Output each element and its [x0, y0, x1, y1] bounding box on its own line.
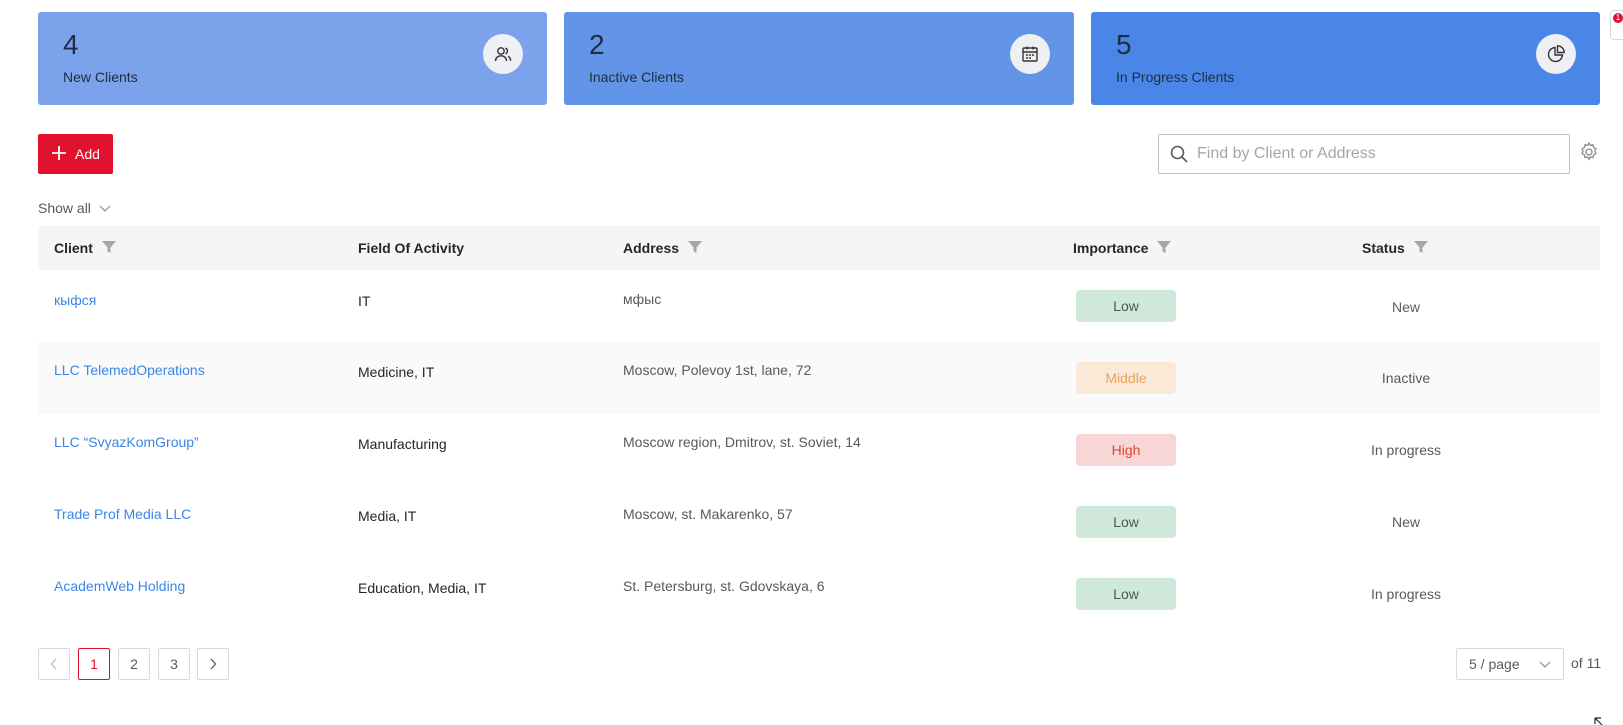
- address: Moscow, Polevoy 1st, lane, 72: [623, 362, 812, 378]
- column-client: Client: [54, 226, 117, 270]
- filter-icon[interactable]: [101, 239, 117, 258]
- address: мфыс: [623, 291, 662, 307]
- stat-label: New Clients: [63, 69, 138, 85]
- table-row[interactable]: AcademWeb Holding Education, Media, IT S…: [38, 558, 1600, 630]
- client-name-link[interactable]: LLC “SvyazKomGroup”: [54, 434, 199, 450]
- stat-card-new-clients[interactable]: 4 New Clients: [38, 12, 547, 105]
- field-of-activity: Manufacturing: [358, 436, 447, 452]
- status-text: Inactive: [1381, 370, 1431, 386]
- table-row[interactable]: Trade Prof Media LLC Media, IT Moscow, s…: [38, 486, 1600, 558]
- table-row[interactable]: кыфся IT мфыс Low New: [38, 270, 1600, 342]
- column-status: Status: [1362, 226, 1429, 270]
- importance-badge: Low: [1076, 506, 1176, 538]
- importance-badge: Low: [1076, 290, 1176, 322]
- search-input[interactable]: [1189, 135, 1569, 173]
- notification-badge: 1: [1613, 13, 1623, 23]
- table-row[interactable]: LLC TelemedOperations Medicine, IT Mosco…: [38, 342, 1600, 414]
- client-name-link[interactable]: кыфся: [54, 292, 97, 308]
- page-button-2[interactable]: 2: [118, 648, 150, 680]
- pie-chart-icon: [1536, 34, 1576, 74]
- client-name-link[interactable]: Trade Prof Media LLC: [54, 506, 192, 522]
- field-of-activity: Education, Media, IT: [358, 580, 487, 596]
- page-size-select[interactable]: 5 / page: [1456, 648, 1564, 680]
- importance-badge: Low: [1076, 578, 1176, 610]
- total-pages-label: of 11: [1571, 655, 1602, 671]
- stat-label: Inactive Clients: [589, 69, 684, 85]
- importance-badge: High: [1076, 434, 1176, 466]
- notifications-button[interactable]: 1: [1610, 10, 1623, 40]
- client-name-link[interactable]: LLC TelemedOperations: [54, 362, 205, 378]
- search-icon: [1169, 144, 1189, 164]
- address: St. Petersburg, st. Gdovskaya, 6: [623, 578, 825, 594]
- add-client-button[interactable]: Add: [38, 134, 113, 174]
- column-importance: Importance: [1073, 226, 1172, 270]
- clients-table: Client Field Of Activity Address Importa…: [38, 226, 1600, 630]
- stat-count: 2: [589, 29, 605, 60]
- address: Moscow region, Dmitrov, st. Soviet, 14: [623, 434, 861, 450]
- stat-card-in-progress-clients[interactable]: 5 In Progress Clients: [1091, 12, 1600, 105]
- search-box[interactable]: [1158, 134, 1570, 174]
- chevron-down-icon: [1539, 656, 1551, 672]
- filter-icon[interactable]: [1156, 239, 1172, 258]
- show-all-label: Show all: [38, 200, 91, 216]
- column-field-of-activity: Field Of Activity: [358, 240, 465, 256]
- page-size-value: 5 / page: [1469, 656, 1520, 672]
- resize-handle-icon[interactable]: [1594, 714, 1604, 725]
- field-of-activity: Medicine, IT: [358, 364, 435, 380]
- column-address: Address: [623, 226, 703, 270]
- stat-count: 5: [1116, 29, 1132, 60]
- table-row[interactable]: LLC “SvyazKomGroup” Manufacturing Moscow…: [38, 414, 1600, 486]
- importance-badge: Middle: [1076, 362, 1176, 394]
- users-icon: [483, 34, 523, 74]
- address: Moscow, st. Makarenko, 57: [623, 506, 793, 522]
- filter-icon[interactable]: [1413, 239, 1429, 258]
- status-text: In progress: [1370, 586, 1442, 602]
- prev-page-button[interactable]: [38, 648, 70, 680]
- next-page-button[interactable]: [197, 648, 229, 680]
- status-text: In progress: [1370, 442, 1442, 458]
- status-text: New: [1391, 514, 1420, 530]
- status-text: New: [1391, 299, 1420, 315]
- stat-label: In Progress Clients: [1116, 69, 1235, 85]
- field-of-activity: Media, IT: [358, 508, 417, 524]
- filter-icon[interactable]: [687, 239, 703, 258]
- field-of-activity: IT: [358, 293, 371, 309]
- stat-count: 4: [63, 29, 79, 60]
- client-name-link[interactable]: AcademWeb Holding: [54, 578, 186, 594]
- plus-icon: [51, 145, 67, 164]
- page-button-1[interactable]: 1: [78, 648, 110, 680]
- table-header: Client Field Of Activity Address Importa…: [38, 226, 1600, 270]
- page-button-3[interactable]: 3: [158, 648, 190, 680]
- chevron-down-icon: [99, 200, 111, 216]
- show-all-dropdown[interactable]: Show all: [38, 200, 111, 216]
- stat-card-inactive-clients[interactable]: 2 Inactive Clients: [564, 12, 1074, 105]
- calendar-icon: [1010, 34, 1050, 74]
- add-button-label: Add: [75, 146, 100, 162]
- settings-gear-icon[interactable]: [1578, 141, 1600, 168]
